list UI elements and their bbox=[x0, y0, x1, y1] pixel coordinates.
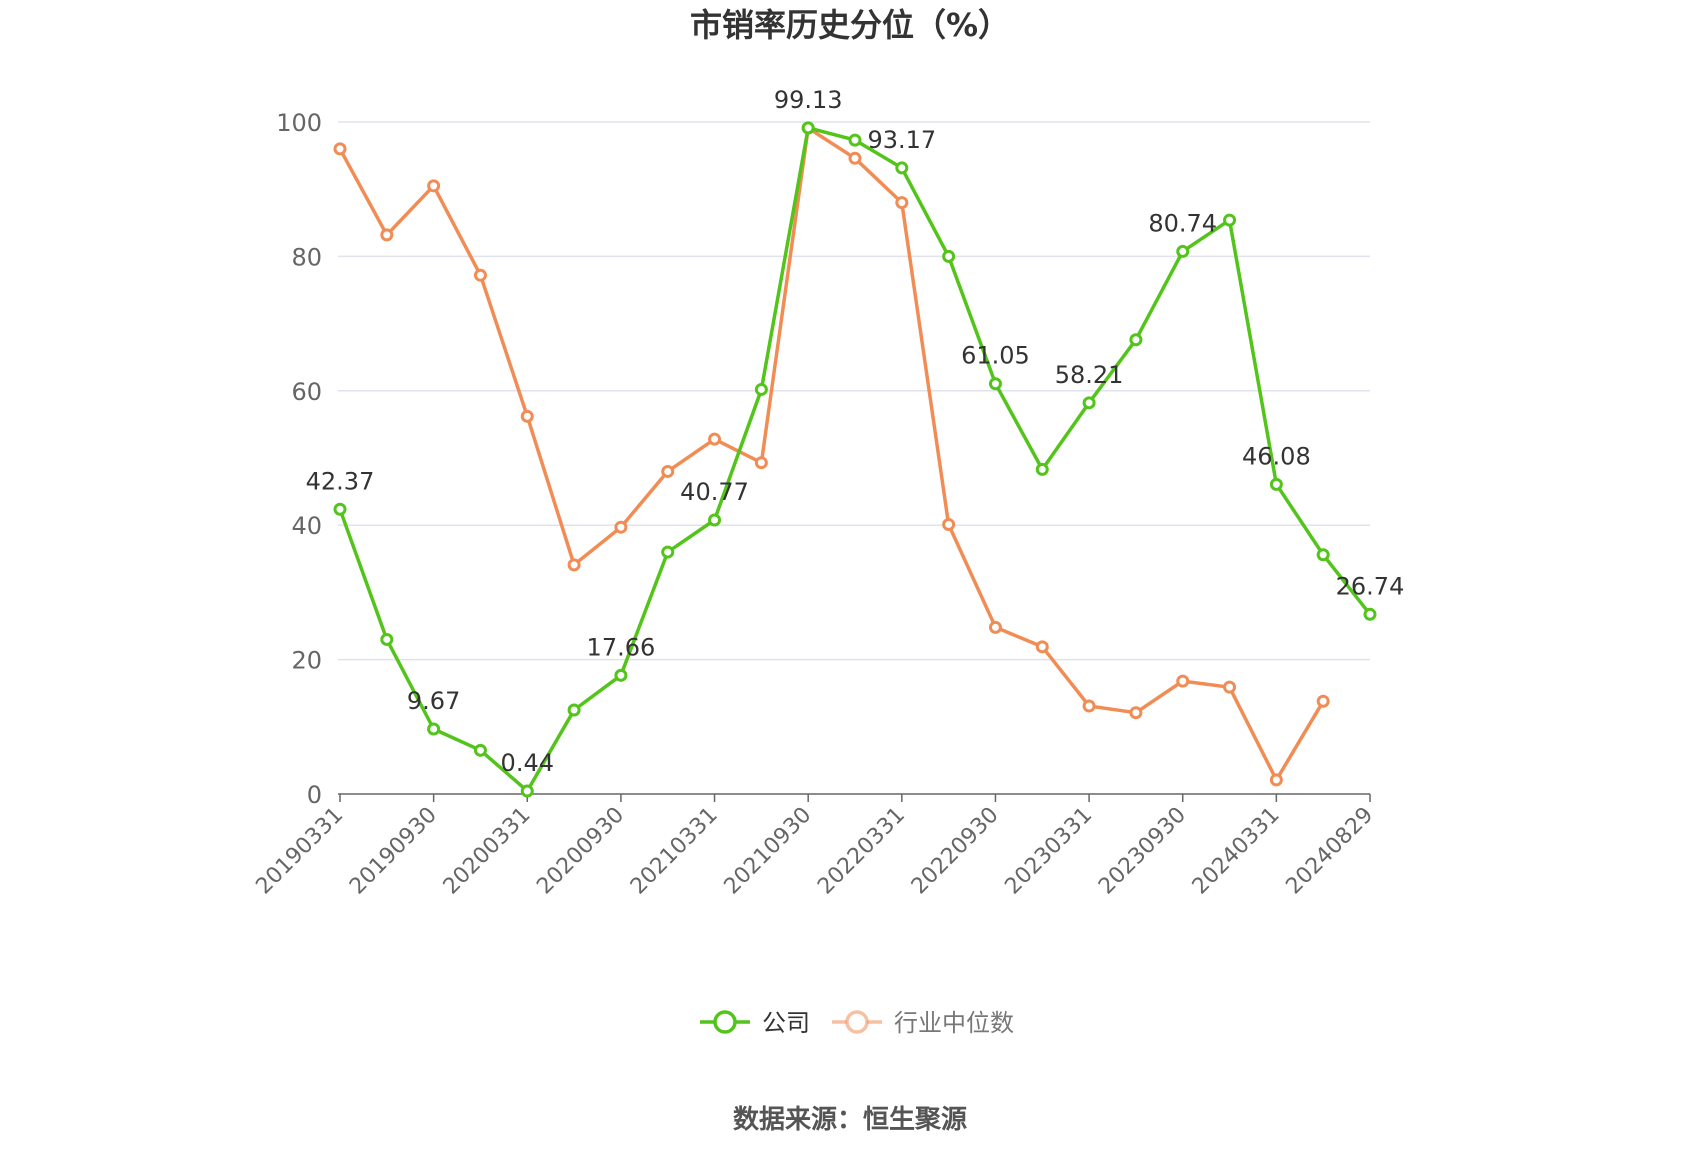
legend-label: 行业中位数 bbox=[894, 1009, 1014, 1037]
x-tick-label: 20240331 bbox=[1188, 803, 1285, 900]
x-tick-label: 20230930 bbox=[1094, 803, 1191, 900]
x-tick-label: 20220930 bbox=[907, 803, 1004, 900]
x-tick-label: 20190930 bbox=[345, 803, 442, 900]
data-label: 17.66 bbox=[587, 633, 656, 661]
legend-item-公司[interactable]: 公司 bbox=[700, 1009, 810, 1037]
data-point[interactable] bbox=[708, 432, 722, 446]
x-tick-label: 20200930 bbox=[532, 803, 629, 900]
chart-title: 市销率历史分位（%） bbox=[690, 6, 1010, 44]
data-point[interactable] bbox=[1129, 706, 1143, 720]
data-point[interactable] bbox=[848, 133, 862, 147]
data-point[interactable] bbox=[614, 668, 628, 682]
data-point[interactable] bbox=[1035, 462, 1049, 476]
series-line bbox=[338, 126, 1325, 782]
data-label: 46.08 bbox=[1242, 442, 1311, 470]
data-point[interactable] bbox=[708, 513, 722, 527]
data-label: 93.17 bbox=[867, 126, 936, 154]
data-point[interactable] bbox=[1176, 244, 1190, 258]
data-label: 80.74 bbox=[1148, 209, 1217, 237]
x-axis: 2019033120190930202003312020093020210331… bbox=[251, 793, 1378, 900]
data-point[interactable] bbox=[1223, 213, 1237, 227]
legend-marker bbox=[845, 1010, 869, 1034]
data-label: 0.44 bbox=[501, 749, 554, 777]
data-point[interactable] bbox=[754, 456, 768, 470]
data-point[interactable] bbox=[1035, 640, 1049, 654]
data-point[interactable] bbox=[1082, 699, 1096, 713]
data-point[interactable] bbox=[473, 743, 487, 757]
series-layer: 42.37 9.67 0.44 17.66 40.77 99.13 93.17 61.05 58… bbox=[306, 86, 1405, 798]
data-point[interactable] bbox=[614, 520, 628, 534]
x-tick-label: 20230331 bbox=[1000, 803, 1097, 900]
data-point[interactable] bbox=[754, 382, 768, 396]
data-point[interactable] bbox=[1223, 680, 1237, 694]
y-axis: 0 20 40 60 80 100 bbox=[276, 109, 322, 809]
y-tick-label: 20 bbox=[291, 647, 322, 675]
data-point[interactable] bbox=[333, 142, 347, 156]
data-point[interactable] bbox=[427, 722, 441, 736]
legend-item-行业中位数[interactable]: 行业中位数 bbox=[832, 1009, 1014, 1037]
data-point[interactable] bbox=[848, 151, 862, 165]
data-point[interactable] bbox=[942, 249, 956, 263]
y-tick-label: 0 bbox=[307, 781, 322, 809]
data-point[interactable] bbox=[473, 268, 487, 282]
data-point[interactable] bbox=[942, 518, 956, 532]
data-point[interactable] bbox=[567, 703, 581, 717]
y-tick-label: 80 bbox=[291, 243, 322, 271]
legend-label: 公司 bbox=[762, 1009, 810, 1037]
data-point[interactable] bbox=[661, 545, 675, 559]
data-point[interactable] bbox=[1269, 477, 1283, 491]
source-note: 数据来源：恒生聚源 bbox=[733, 1105, 967, 1135]
data-point[interactable] bbox=[520, 409, 534, 423]
data-label: 99.13 bbox=[774, 86, 843, 114]
y-tick-label: 60 bbox=[291, 378, 322, 406]
data-point[interactable] bbox=[988, 620, 1002, 634]
grid-lines bbox=[338, 121, 1370, 661]
legend[interactable]: 公司 行业中位数 bbox=[700, 1009, 1014, 1037]
x-tick-label: 20190331 bbox=[251, 803, 348, 900]
data-point[interactable] bbox=[661, 464, 675, 478]
data-label: 26.74 bbox=[1336, 572, 1405, 600]
data-point[interactable] bbox=[333, 502, 347, 516]
data-point[interactable] bbox=[1316, 548, 1330, 562]
data-point[interactable] bbox=[801, 121, 815, 135]
data-label: 42.37 bbox=[306, 467, 375, 495]
series-公司: 42.37 9.67 0.44 17.66 40.77 99.13 93.17 61.05 58… bbox=[306, 86, 1405, 798]
data-label: 58.21 bbox=[1055, 361, 1124, 389]
data-point[interactable] bbox=[380, 632, 394, 646]
y-tick-label: 40 bbox=[291, 512, 322, 540]
data-label: 40.77 bbox=[680, 478, 749, 506]
y-tick-label: 100 bbox=[276, 109, 322, 137]
data-point[interactable] bbox=[1269, 773, 1283, 787]
data-point[interactable] bbox=[1363, 607, 1377, 621]
data-point[interactable] bbox=[567, 558, 581, 572]
data-label: 61.05 bbox=[961, 342, 1030, 370]
series-行业中位数 bbox=[333, 121, 1330, 787]
data-point[interactable] bbox=[895, 196, 909, 210]
data-point[interactable] bbox=[1176, 674, 1190, 688]
data-point[interactable] bbox=[427, 179, 441, 193]
x-tick-label: 20200331 bbox=[439, 803, 536, 900]
data-point[interactable] bbox=[988, 377, 1002, 391]
data-point[interactable] bbox=[1316, 694, 1330, 708]
data-point[interactable] bbox=[1129, 333, 1143, 347]
x-tick-label: 20210331 bbox=[626, 803, 723, 900]
data-label: 9.67 bbox=[407, 687, 460, 715]
legend-marker bbox=[713, 1010, 737, 1034]
data-point[interactable] bbox=[520, 784, 534, 798]
x-tick-label: 20210930 bbox=[720, 803, 817, 900]
x-tick-label: 20220331 bbox=[813, 803, 910, 900]
data-point[interactable] bbox=[895, 161, 909, 175]
data-point[interactable] bbox=[1082, 396, 1096, 410]
x-tick-label: 20240829 bbox=[1281, 803, 1378, 900]
data-point[interactable] bbox=[380, 228, 394, 242]
